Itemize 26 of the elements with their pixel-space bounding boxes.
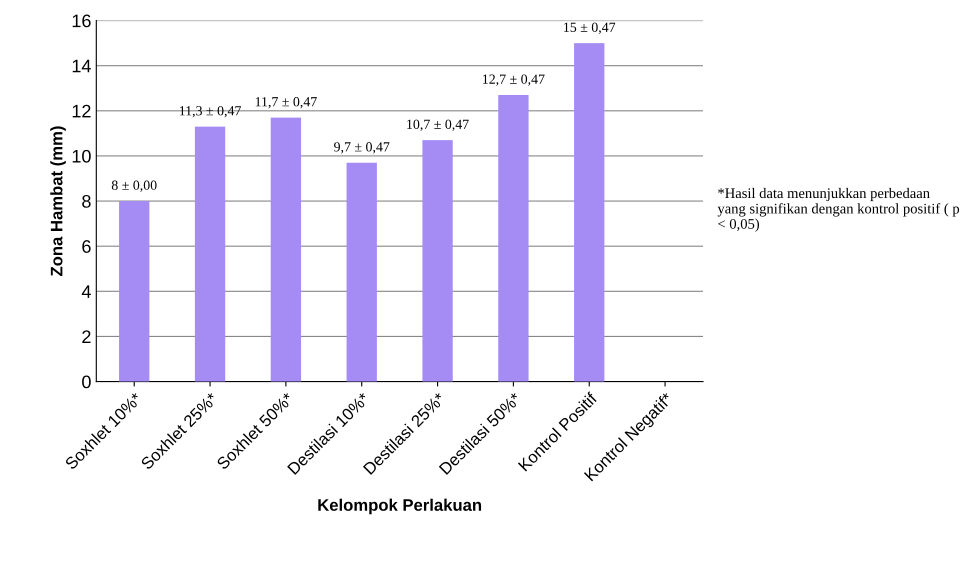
- bar: [119, 201, 150, 382]
- data-label: 8 ± 0,00: [112, 180, 157, 192]
- y-tick-label: 14: [72, 60, 91, 72]
- y-tick-label: 8: [82, 194, 91, 208]
- y-tick-label: 0: [82, 375, 91, 388]
- bar: [498, 95, 529, 382]
- bar: [346, 162, 377, 382]
- y-tick-label: 2: [82, 330, 91, 343]
- y-tick-label: 10: [72, 150, 91, 163]
- x-axis-title: Kelompok Perlakuan: [318, 498, 482, 514]
- y-tick-label: 16: [72, 14, 91, 28]
- y-tick-label: 6: [82, 240, 91, 253]
- data-label: 11,7 ± 0,47: [256, 97, 317, 108]
- data-label: 9,7 ± 0,47: [334, 142, 390, 154]
- y-axis-title: Zona Hambat (mm): [50, 126, 66, 276]
- data-label: 10,7 ± 0,47: [407, 120, 469, 131]
- y-tick-label: 12: [72, 104, 91, 118]
- bar: [422, 140, 453, 382]
- text: *Hasil data menunjukkan perbedaan yang signifikan dengan kontrol positif ( p < 0,05): [718, 188, 960, 232]
- bar: [574, 43, 604, 382]
- y-tick-label: 4: [82, 285, 91, 298]
- data-label: 15 ± 0,47: [564, 22, 616, 34]
- bar: [270, 118, 302, 382]
- data-label: 11,3 ± 0,47: [180, 106, 241, 118]
- bar: [194, 126, 226, 382]
- data-label: 12,7 ± 0,47: [483, 74, 545, 86]
